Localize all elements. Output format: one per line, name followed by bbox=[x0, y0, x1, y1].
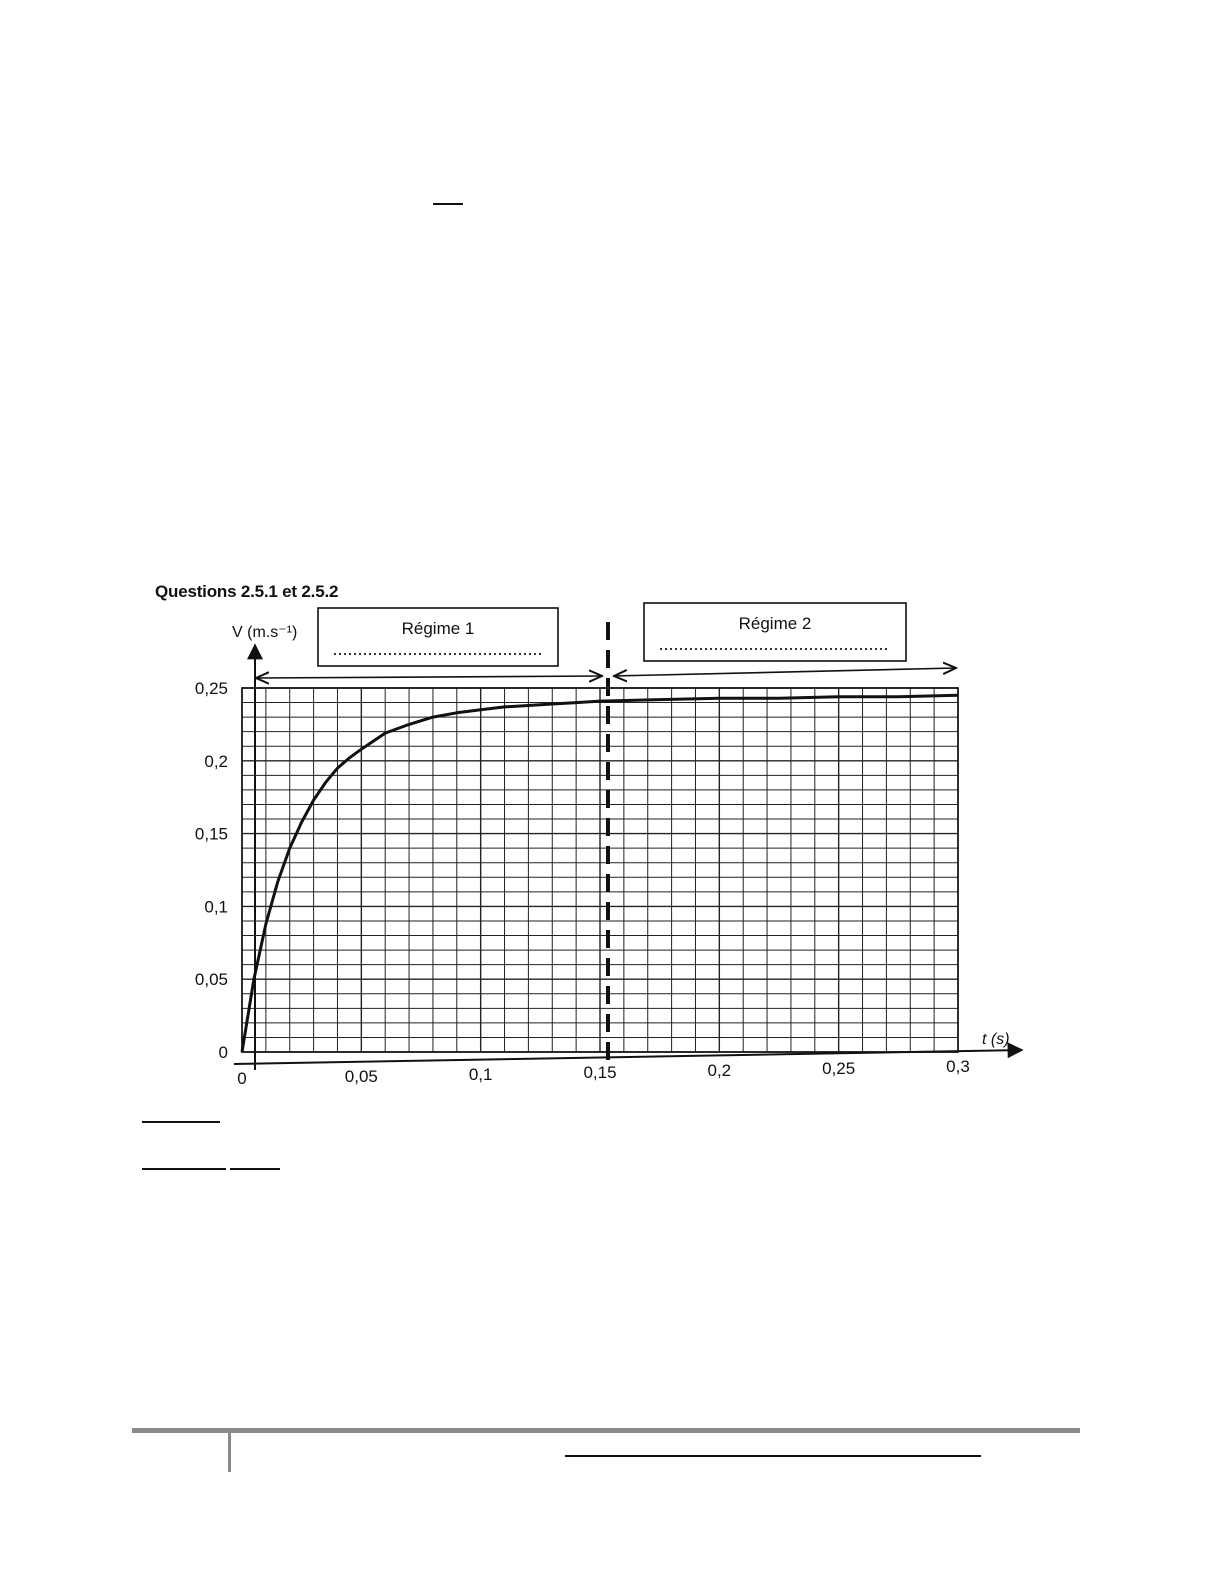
x-tick-label: 0,1 bbox=[469, 1065, 493, 1084]
footer-tick bbox=[228, 1432, 231, 1472]
plot-border bbox=[241, 687, 959, 1053]
y-tick-label: 0,15 bbox=[195, 825, 228, 844]
regime-1-arrow bbox=[256, 676, 602, 678]
x-tick-label: 0,2 bbox=[708, 1061, 732, 1080]
tick-labels: V (m.s⁻¹) t (s) 0 0,05 0,1 0,15 0,2 0,25 0 0,05 0,… bbox=[195, 624, 1010, 1088]
footer-bar bbox=[132, 1428, 1080, 1433]
x-axis-label: t (s) bbox=[982, 1031, 1010, 1048]
grid bbox=[241, 687, 959, 1053]
x-axis bbox=[233, 1042, 1024, 1065]
series bbox=[240, 693, 959, 1053]
below-rule-3 bbox=[230, 1168, 280, 1170]
top-rule bbox=[433, 203, 463, 205]
x-tick-label: 0,05 bbox=[345, 1067, 378, 1086]
footer-line bbox=[565, 1455, 981, 1457]
y-axis-label: V (m.s⁻¹) bbox=[232, 624, 297, 641]
regime-2-box bbox=[643, 602, 907, 662]
regime-2-label: Régime 2 bbox=[739, 614, 812, 633]
regime-1-label: Régime 1 bbox=[402, 619, 475, 638]
axes bbox=[233, 643, 1024, 1070]
y-tick-label: 0 bbox=[219, 1043, 228, 1062]
y-tick-label: 0,25 bbox=[195, 679, 228, 698]
below-rule-1 bbox=[142, 1121, 220, 1123]
x-tick-label: 0,15 bbox=[583, 1063, 616, 1082]
y-tick-label: 0,05 bbox=[195, 970, 228, 989]
regions: Régime 1 Régime 2 bbox=[256, 602, 956, 1068]
x-tick-label: 0,25 bbox=[822, 1059, 855, 1078]
x-tick-label: 0 bbox=[237, 1069, 246, 1088]
chart-caption: Questions 2.5.1 et 2.5.2 bbox=[155, 582, 339, 601]
regime-2-arrow bbox=[614, 668, 956, 676]
y-tick-label: 0,1 bbox=[204, 897, 228, 916]
regime-1-box bbox=[317, 607, 559, 667]
below-rule-2 bbox=[142, 1168, 226, 1170]
y-tick-label: 0,2 bbox=[204, 752, 228, 771]
series-line-0 bbox=[240, 693, 959, 1053]
x-tick-label: 0,3 bbox=[946, 1057, 970, 1076]
